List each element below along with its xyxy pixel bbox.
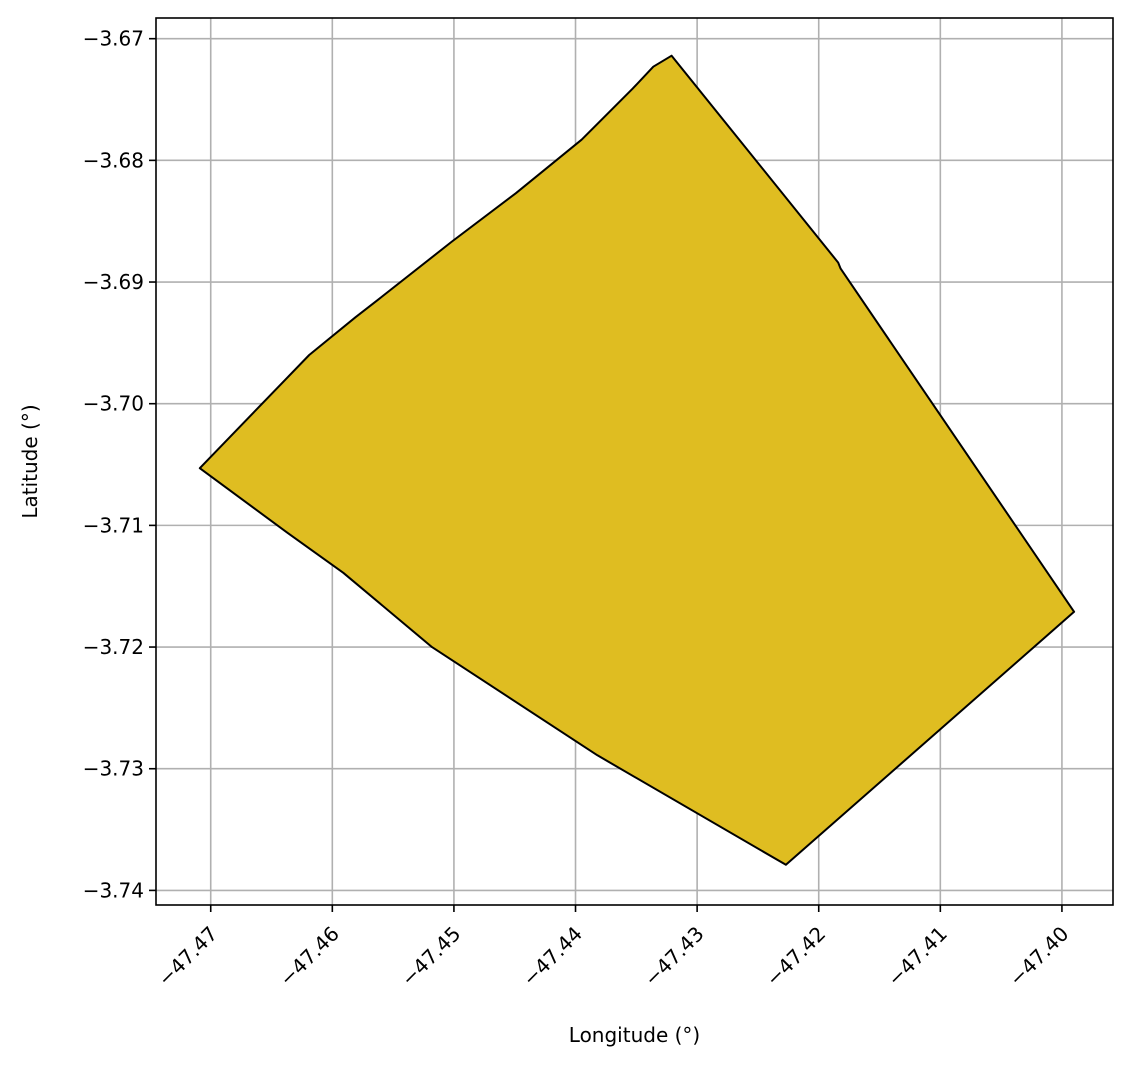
x-axis-label: Longitude (°) xyxy=(569,1023,700,1047)
y-tick-label: −3.73 xyxy=(83,757,144,781)
region-polygon xyxy=(198,54,1076,866)
polygon-layer xyxy=(198,54,1076,866)
y-tick-label: −3.68 xyxy=(83,148,144,172)
y-tick-label: −3.69 xyxy=(83,270,144,294)
y-tick-label: −3.70 xyxy=(83,392,144,416)
y-axis-label: Latitude (°) xyxy=(18,404,42,518)
y-tick-label: −3.72 xyxy=(83,635,144,659)
plot-frame xyxy=(155,17,1114,906)
y-tick-label: −3.74 xyxy=(83,878,144,902)
y-tick-label: −3.71 xyxy=(83,513,144,537)
y-tick-label: −3.67 xyxy=(83,27,144,51)
